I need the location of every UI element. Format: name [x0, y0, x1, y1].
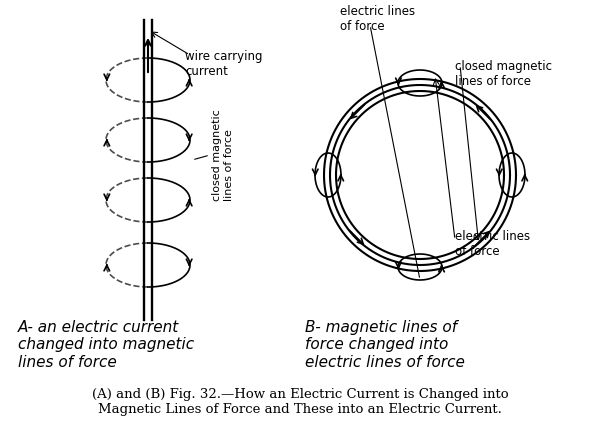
Text: wire carrying
current: wire carrying current	[185, 50, 263, 78]
Text: (A) and (B) Fig. 32.—How an Electric Current is Changed into: (A) and (B) Fig. 32.—How an Electric Cur…	[92, 388, 508, 401]
Text: closed magnetic
lines of force: closed magnetic lines of force	[212, 109, 233, 201]
Text: electric lines
of force: electric lines of force	[340, 5, 415, 33]
Text: closed magnetic
lines of force: closed magnetic lines of force	[455, 60, 552, 88]
Text: A- an electric current
changed into magnetic
lines of force: A- an electric current changed into magn…	[18, 320, 194, 370]
Text: electric lines
of force: electric lines of force	[455, 230, 530, 258]
Text: Magnetic Lines of Force and These into an Electric Current.: Magnetic Lines of Force and These into a…	[98, 403, 502, 416]
Text: B- magnetic lines of
force changed into
electric lines of force: B- magnetic lines of force changed into …	[305, 320, 465, 370]
